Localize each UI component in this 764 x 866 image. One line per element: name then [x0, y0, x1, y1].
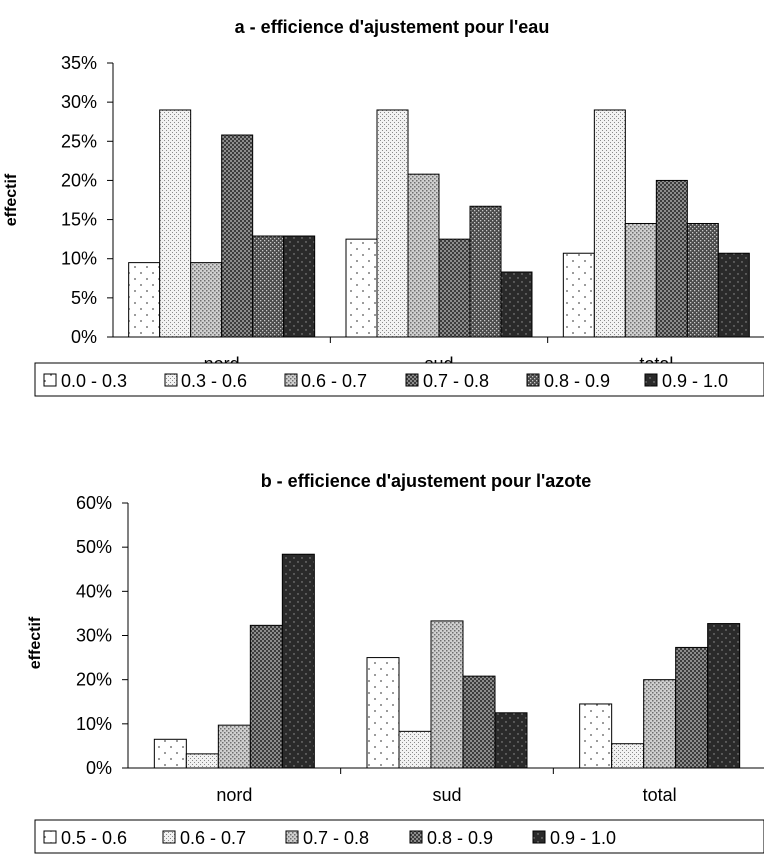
y-tick-label: 10%	[76, 714, 112, 734]
bar-nord-1	[153, 738, 187, 769]
y-tick-label: 30%	[61, 92, 97, 112]
y-tick-label: 10%	[61, 249, 97, 269]
y-tick-label: 15%	[61, 210, 97, 230]
bar-nord-4	[221, 134, 254, 338]
legend-label: 0.7 - 0.8	[303, 828, 369, 848]
legend-label: 0.5 - 0.6	[61, 828, 127, 848]
chart-b-bars	[153, 553, 741, 769]
y-tick-label: 35%	[61, 53, 97, 73]
legend-swatch	[285, 830, 299, 844]
bar-nord-3	[217, 724, 251, 769]
bar-nord-5	[281, 553, 315, 769]
chart-b-y-axis-label: effectif	[27, 616, 44, 669]
legend-label: 0.3 - 0.6	[181, 371, 247, 391]
chart-a-y-axis-label: effectif	[3, 173, 20, 226]
x-category-label: nord	[216, 785, 252, 805]
y-tick-label: 5%	[71, 288, 97, 308]
chart-a-y-ticks: 0% 5% 10% 15% 20% 25% 30% 35%	[61, 53, 113, 347]
y-tick-label: 20%	[61, 170, 97, 190]
legend-swatch	[43, 830, 57, 844]
bar-nord-2	[185, 753, 219, 769]
x-category-label: sud	[432, 785, 461, 805]
y-tick-label: 25%	[61, 131, 97, 151]
chart-b-y-ticks: 0% 10% 20% 30% 40% 50% 60%	[76, 493, 128, 778]
legend-label: 0.8 - 0.9	[544, 371, 610, 391]
bar-sud-2	[398, 730, 432, 769]
legend-label: 0.6 - 0.7	[301, 371, 367, 391]
bar-nord-1	[128, 262, 161, 338]
legend-label: 0.7 - 0.8	[423, 371, 489, 391]
bar-nord-4	[249, 624, 283, 769]
bar-total-4	[675, 646, 709, 769]
legend-box	[34, 362, 764, 397]
chart-a-legend: 0.0 - 0.3 0.3 - 0.6 0.6 - 0.7 0.7 - 0.8 0.8 …	[34, 362, 764, 397]
bar-sud-6	[500, 271, 533, 338]
bar-nord-5	[252, 235, 285, 338]
bar-total-5	[686, 222, 719, 338]
legend-label: 0.6 - 0.7	[180, 828, 246, 848]
chart-a-bars	[128, 109, 750, 338]
bar-sud-5	[494, 712, 528, 769]
bar-nord-3	[190, 262, 223, 338]
bar-total-5	[707, 623, 741, 769]
y-tick-label: 0%	[86, 758, 112, 778]
bar-total-6	[717, 252, 750, 338]
bar-total-1	[579, 703, 613, 769]
bar-nord-2	[159, 109, 192, 338]
legend-swatch	[409, 830, 423, 844]
legend-box	[34, 819, 764, 854]
legend-swatch	[284, 373, 298, 387]
bar-total-3	[643, 679, 677, 769]
bar-nord-6	[283, 235, 316, 338]
chart-b-title: b - efficience d'ajustement pour l'azote	[261, 471, 592, 491]
y-tick-label: 20%	[76, 670, 112, 690]
x-category-label: total	[643, 785, 677, 805]
y-tick-label: 30%	[76, 626, 112, 646]
legend-label: 0.8 - 0.9	[427, 828, 493, 848]
y-tick-label: 0%	[71, 327, 97, 347]
legend-swatch	[532, 830, 546, 844]
bar-sud-1	[366, 657, 400, 769]
legend-swatch	[405, 373, 419, 387]
bar-sud-4	[438, 238, 471, 338]
legend-swatch	[164, 373, 178, 387]
chart-b-categories: nord sud total	[216, 785, 676, 805]
legend-swatch	[644, 373, 658, 387]
bar-sud-3	[430, 620, 464, 769]
y-tick-label: 50%	[76, 537, 112, 557]
bar-sud-3	[407, 173, 440, 338]
bar-sud-1	[345, 238, 378, 338]
chart-b-legend: 0.5 - 0.6 0.6 - 0.7 0.7 - 0.8 0.8 - 0.9 0.9 …	[34, 819, 764, 854]
y-tick-label: 60%	[76, 493, 112, 513]
chart-a-title: a - efficience d'ajustement pour l'eau	[235, 17, 550, 37]
legend-label: 0.9 - 1.0	[550, 828, 616, 848]
chart-b: b - efficience d'ajustement pour l'azote…	[27, 471, 764, 854]
bar-sud-4	[462, 675, 496, 769]
bar-sud-5	[469, 205, 502, 338]
legend-swatch	[526, 373, 540, 387]
bar-total-4	[655, 179, 688, 338]
bar-total-1	[562, 252, 595, 338]
bar-total-3	[624, 222, 657, 338]
y-tick-label: 40%	[76, 581, 112, 601]
legend-label: 0.0 - 0.3	[61, 371, 127, 391]
chart-a: a - efficience d'ajustement pour l'eau e…	[3, 17, 764, 397]
legend-label: 0.9 - 1.0	[662, 371, 728, 391]
legend-swatch	[162, 830, 176, 844]
bar-total-2	[593, 109, 626, 338]
legend-swatch	[43, 373, 57, 387]
bar-total-2	[611, 743, 645, 769]
bar-sud-2	[376, 109, 409, 338]
